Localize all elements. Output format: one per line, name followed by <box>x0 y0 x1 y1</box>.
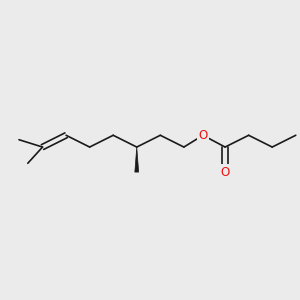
Text: O: O <box>198 129 208 142</box>
Text: O: O <box>220 166 230 178</box>
Polygon shape <box>135 147 139 172</box>
